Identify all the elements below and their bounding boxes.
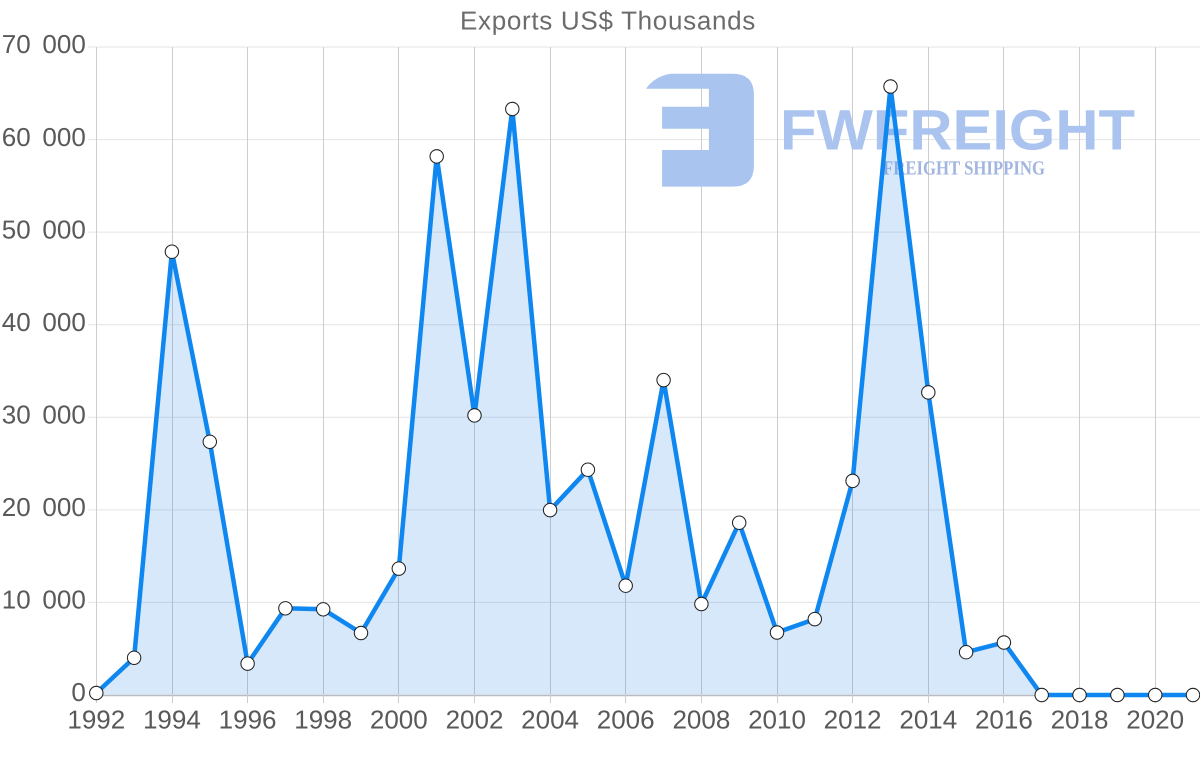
svg-text:2010: 2010 xyxy=(748,705,806,735)
svg-text:30 000: 30 000 xyxy=(2,400,86,430)
svg-text:2002: 2002 xyxy=(446,705,504,735)
svg-text:70 000: 70 000 xyxy=(2,29,86,59)
svg-text:FREIGHT SHIPPING: FREIGHT SHIPPING xyxy=(883,157,1045,179)
svg-text:2016: 2016 xyxy=(975,705,1033,735)
svg-text:10 000: 10 000 xyxy=(2,585,86,615)
svg-text:Exports US$ Thousands: Exports US$ Thousands xyxy=(460,5,756,35)
svg-text:2020: 2020 xyxy=(1126,705,1184,735)
svg-text:1994: 1994 xyxy=(143,705,201,735)
svg-text:20 000: 20 000 xyxy=(2,492,86,522)
svg-text:2014: 2014 xyxy=(899,705,957,735)
svg-text:2008: 2008 xyxy=(672,705,730,735)
svg-text:0: 0 xyxy=(71,677,85,707)
svg-text:60 000: 60 000 xyxy=(2,122,86,152)
svg-text:2018: 2018 xyxy=(1051,705,1109,735)
svg-text:2006: 2006 xyxy=(597,705,655,735)
svg-text:2000: 2000 xyxy=(370,705,428,735)
svg-text:40 000: 40 000 xyxy=(2,307,86,337)
svg-text:1992: 1992 xyxy=(67,705,125,735)
svg-text:50 000: 50 000 xyxy=(2,214,86,244)
svg-text:1996: 1996 xyxy=(219,705,277,735)
svg-text:1998: 1998 xyxy=(294,705,352,735)
svg-text:2004: 2004 xyxy=(521,705,579,735)
svg-text:FWFREIGHT: FWFREIGHT xyxy=(780,99,1135,163)
svg-text:2012: 2012 xyxy=(824,705,882,735)
